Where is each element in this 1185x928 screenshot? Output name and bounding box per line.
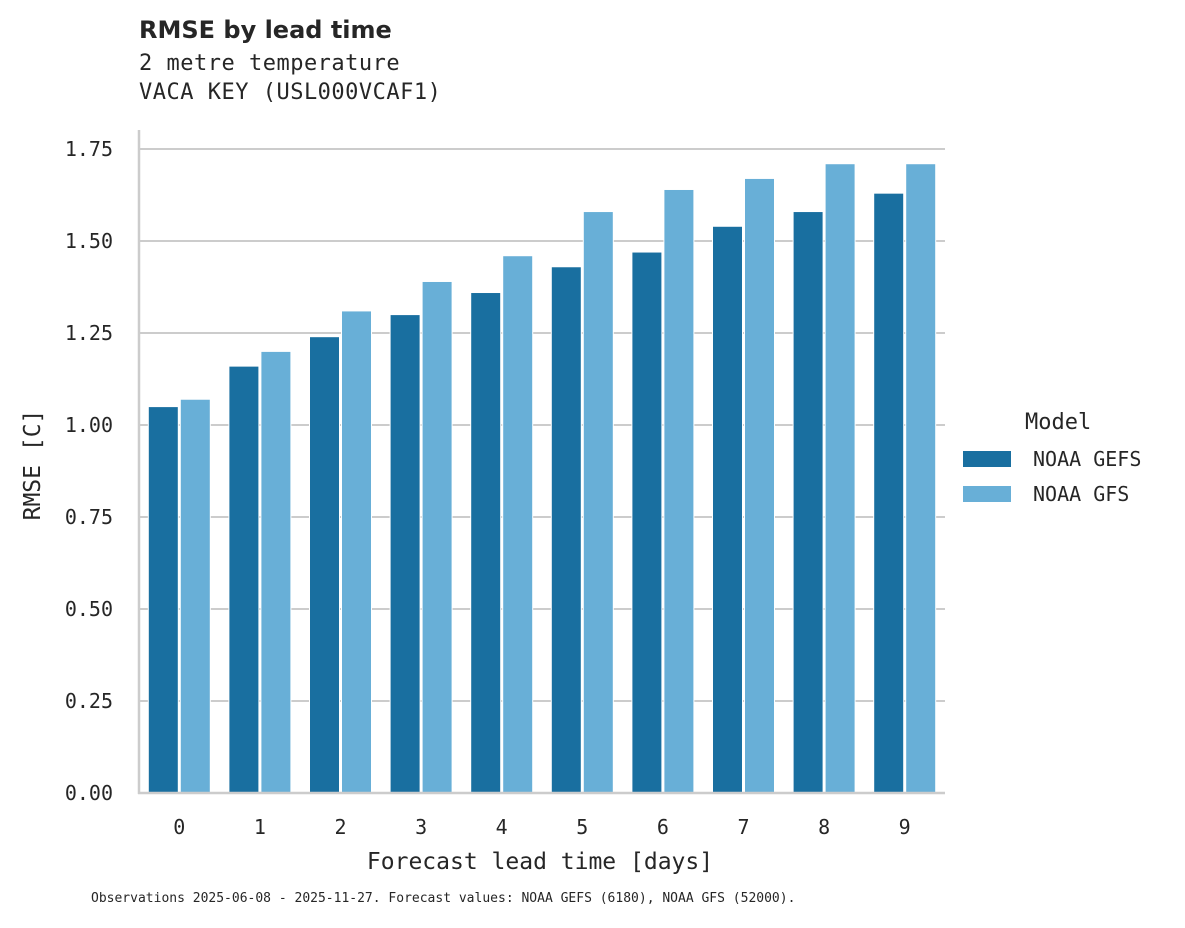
legend-swatch-gefs: [963, 450, 1011, 467]
legend-item-gfs: NOAA GFS: [963, 476, 1141, 511]
bar-gfs: [582, 211, 614, 794]
bar-gfs: [260, 350, 292, 794]
x-tick-label: 3: [415, 815, 427, 839]
legend-swatch-gfs: [963, 485, 1011, 502]
bar-gfs: [341, 310, 372, 794]
x-tick-label: 0: [173, 815, 185, 839]
bar-gfs: [179, 398, 211, 794]
x-tick-label: 6: [657, 815, 669, 839]
bar-gfs: [421, 280, 453, 794]
bar-gefs: [792, 211, 824, 794]
legend-label-gfs: NOAA GFS: [1033, 481, 1130, 506]
bar-gefs: [631, 251, 663, 794]
bar-gefs: [712, 225, 743, 794]
bar-gfs: [905, 163, 937, 794]
bar-gfs: [744, 177, 775, 794]
bar-gefs: [309, 336, 340, 794]
y-tick-label: 0.75: [65, 505, 113, 529]
chart-subtitle-station: VACA KEY (USL000VCAF1): [139, 80, 442, 105]
chart-subtitle-variable: 2 metre temperature: [139, 51, 401, 76]
legend: Model NOAA GEFS NOAA GFS: [963, 410, 1141, 511]
x-tick-label: 2: [334, 815, 346, 839]
bar-gfs: [502, 255, 534, 794]
y-tick-label: 1.75: [65, 137, 113, 161]
footer-note: Observations 2025-06-08 - 2025-11-27. Fo…: [91, 891, 796, 906]
bar-gefs: [228, 365, 260, 794]
legend-label-gefs: NOAA GEFS: [1033, 446, 1142, 471]
y-tick-label: 1.50: [65, 229, 113, 253]
bar-gfs: [663, 188, 695, 794]
x-tick-label: 4: [496, 815, 508, 839]
x-tick-label: 9: [899, 815, 911, 839]
bar-gfs: [824, 163, 856, 794]
bar-gefs: [147, 406, 179, 794]
y-tick-label: 0.00: [65, 781, 113, 805]
y-tick-label: 0.50: [65, 597, 113, 621]
bar-gefs: [550, 266, 582, 794]
x-tick-label: 8: [818, 815, 830, 839]
legend-item-gefs: NOAA GEFS: [963, 441, 1141, 476]
y-axis-label: RMSE [C]: [20, 410, 46, 521]
chart-title: RMSE by lead time: [139, 16, 392, 44]
bar-gefs: [389, 314, 421, 794]
y-tick-label: 1.00: [65, 413, 113, 437]
bar-gefs: [470, 292, 502, 794]
legend-title: Model: [1025, 410, 1092, 435]
x-tick-label: 7: [737, 815, 749, 839]
x-tick-label: 1: [254, 815, 266, 839]
x-tick-label: 5: [576, 815, 588, 839]
y-tick-label: 1.25: [65, 321, 113, 345]
y-tick-label: 0.25: [65, 689, 113, 713]
x-axis-label: Forecast lead time [days]: [367, 849, 713, 875]
bar-gefs: [873, 192, 905, 794]
